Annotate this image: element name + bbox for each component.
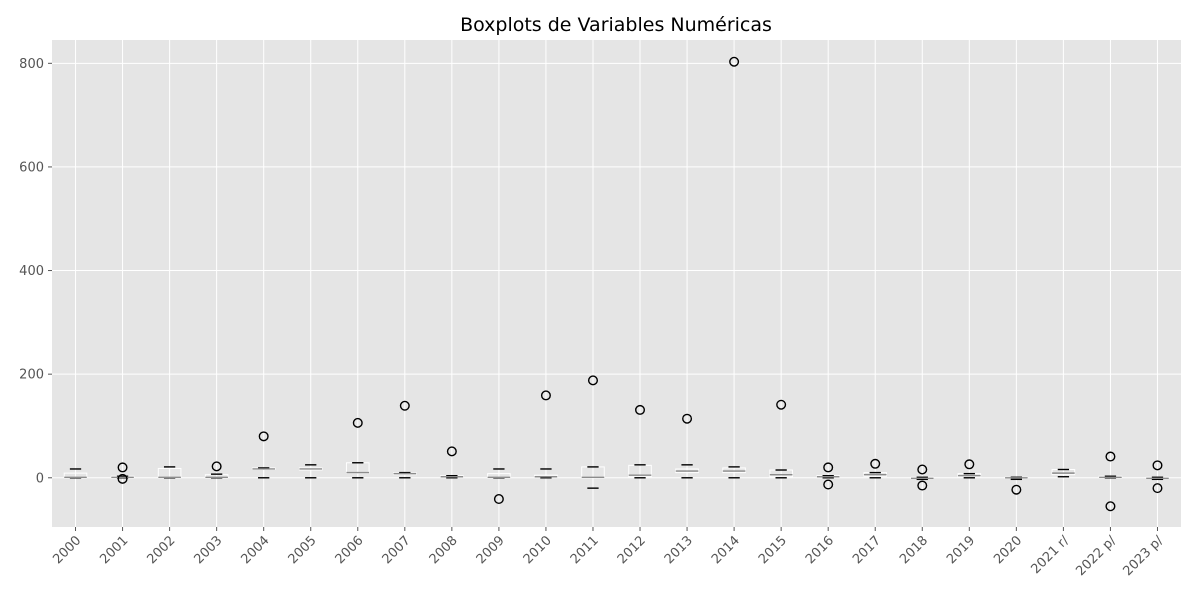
y-tick-label: 200 <box>19 368 44 383</box>
y-tick-label: 800 <box>19 57 44 72</box>
flier-point <box>823 479 834 490</box>
x-tick-label: 2012 <box>615 533 649 567</box>
box-group <box>345 417 370 479</box>
x-tick-label: 2014 <box>709 533 743 567</box>
x-tick-label: 2009 <box>474 533 508 567</box>
chart-title: Boxplots de Variables Numéricas <box>460 14 772 36</box>
box-group <box>251 431 276 479</box>
flier-point <box>399 400 410 411</box>
box-group <box>722 56 746 479</box>
box-group <box>769 399 793 479</box>
x-axis-ticks: 2000 2001 2002 2003 2004 2005 2006 2007 2008 2009… <box>50 527 1167 579</box>
flier-point <box>493 494 504 505</box>
x-tick-label: 2020 <box>991 533 1025 567</box>
plot-background <box>52 40 1181 527</box>
x-tick-label: 2023 p/ <box>1120 533 1166 579</box>
x-tick-label: 2001 <box>97 533 131 567</box>
x-tick-label: 2019 <box>944 533 978 567</box>
flier-point <box>917 480 928 491</box>
box-group <box>1145 460 1170 494</box>
flier-point <box>635 404 646 415</box>
flier-point <box>1152 460 1163 471</box>
flier-point <box>446 446 457 457</box>
box-group <box>957 459 982 479</box>
flier-point <box>117 473 128 484</box>
x-tick-label: 2002 <box>144 533 178 567</box>
boxes <box>63 56 1170 512</box>
flier-point <box>1152 483 1163 494</box>
box-group <box>110 462 135 484</box>
box-group <box>863 458 888 479</box>
flier-point <box>211 461 222 472</box>
box-group <box>628 404 652 479</box>
x-tick-label: 2017 <box>850 533 884 567</box>
box-group <box>63 468 88 479</box>
gridlines <box>52 40 1181 527</box>
x-tick-label: 2011 <box>568 533 602 567</box>
box-group <box>581 375 605 489</box>
box-group <box>816 462 840 490</box>
flier-point <box>682 413 693 424</box>
y-axis-ticks: 0 200 400 600 800 <box>19 57 52 486</box>
flier-point <box>587 375 598 386</box>
box-group <box>534 390 558 479</box>
box-group <box>157 466 182 479</box>
box-group <box>204 461 229 479</box>
x-tick-label: 2022 p/ <box>1073 533 1119 579</box>
flier-point <box>540 390 551 401</box>
flier-point <box>964 459 975 470</box>
x-tick-label: 2015 <box>756 533 790 567</box>
x-tick-label: 2004 <box>239 533 273 567</box>
flier-point <box>917 464 928 475</box>
flier-point <box>1011 484 1022 495</box>
box-group <box>675 413 699 479</box>
box-group <box>910 464 935 491</box>
flier-point <box>729 56 740 67</box>
x-tick-label: 2013 <box>662 533 696 567</box>
x-tick-label: 2008 <box>427 533 461 567</box>
x-tick-label: 2010 <box>521 533 555 567</box>
x-tick-label: 2003 <box>191 533 225 567</box>
box-group <box>1004 476 1029 495</box>
box-group <box>393 400 417 479</box>
box-group <box>1098 451 1123 512</box>
box-group <box>298 464 323 479</box>
flier-point <box>1105 501 1116 512</box>
x-tick-label: 2005 <box>286 533 320 567</box>
box-group <box>487 468 511 505</box>
flier-point <box>823 462 834 473</box>
flier-point <box>352 417 363 428</box>
y-tick-label: 400 <box>19 264 44 279</box>
y-tick-label: 600 <box>19 160 44 175</box>
flier-point <box>870 458 881 469</box>
x-tick-label: 2007 <box>380 533 414 567</box>
x-tick-label: 2000 <box>50 533 84 567</box>
flier-point <box>776 399 787 410</box>
x-tick-label: 2016 <box>803 533 837 567</box>
x-tick-label: 2018 <box>897 533 931 567</box>
box-group <box>1051 468 1076 478</box>
x-tick-label: 2006 <box>333 533 367 567</box>
flier-point <box>258 431 269 442</box>
flier-point <box>117 462 128 473</box>
box-group <box>440 446 464 479</box>
y-tick-label: 0 <box>36 471 44 486</box>
x-tick-label: 2021 r/ <box>1028 533 1072 577</box>
flier-point <box>1105 451 1116 462</box>
